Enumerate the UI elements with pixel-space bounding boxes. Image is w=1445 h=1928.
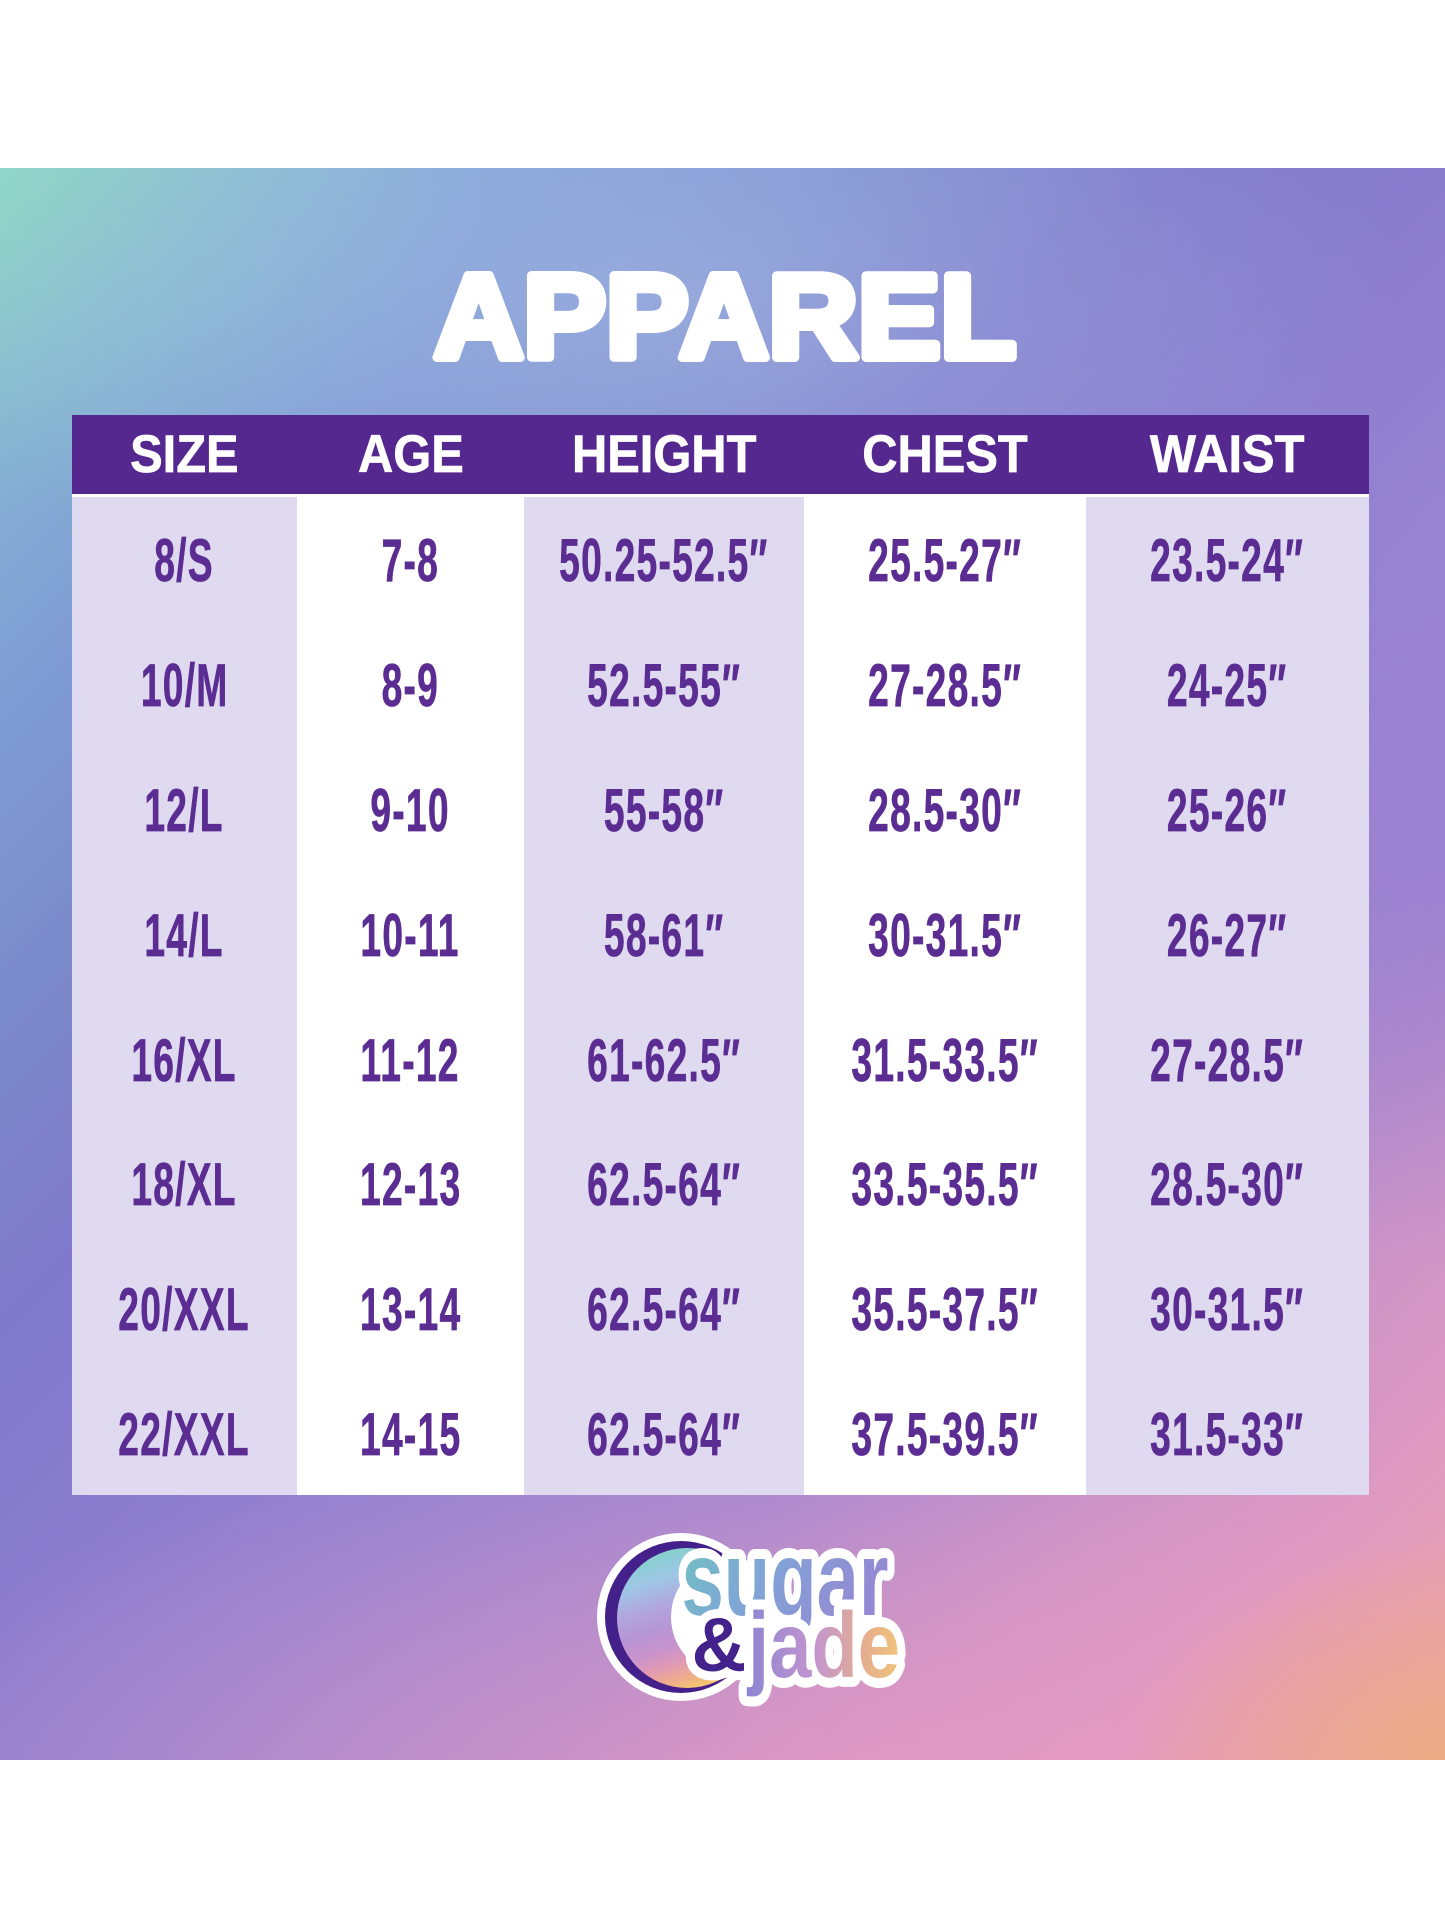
svg-text:APPAREL: APPAREL: [434, 251, 1016, 384]
svg-text:&: &: [692, 1603, 747, 1688]
svg-text:jade: jade: [746, 1593, 900, 1697]
svg-text:sugar: sugar: [682, 1520, 889, 1638]
